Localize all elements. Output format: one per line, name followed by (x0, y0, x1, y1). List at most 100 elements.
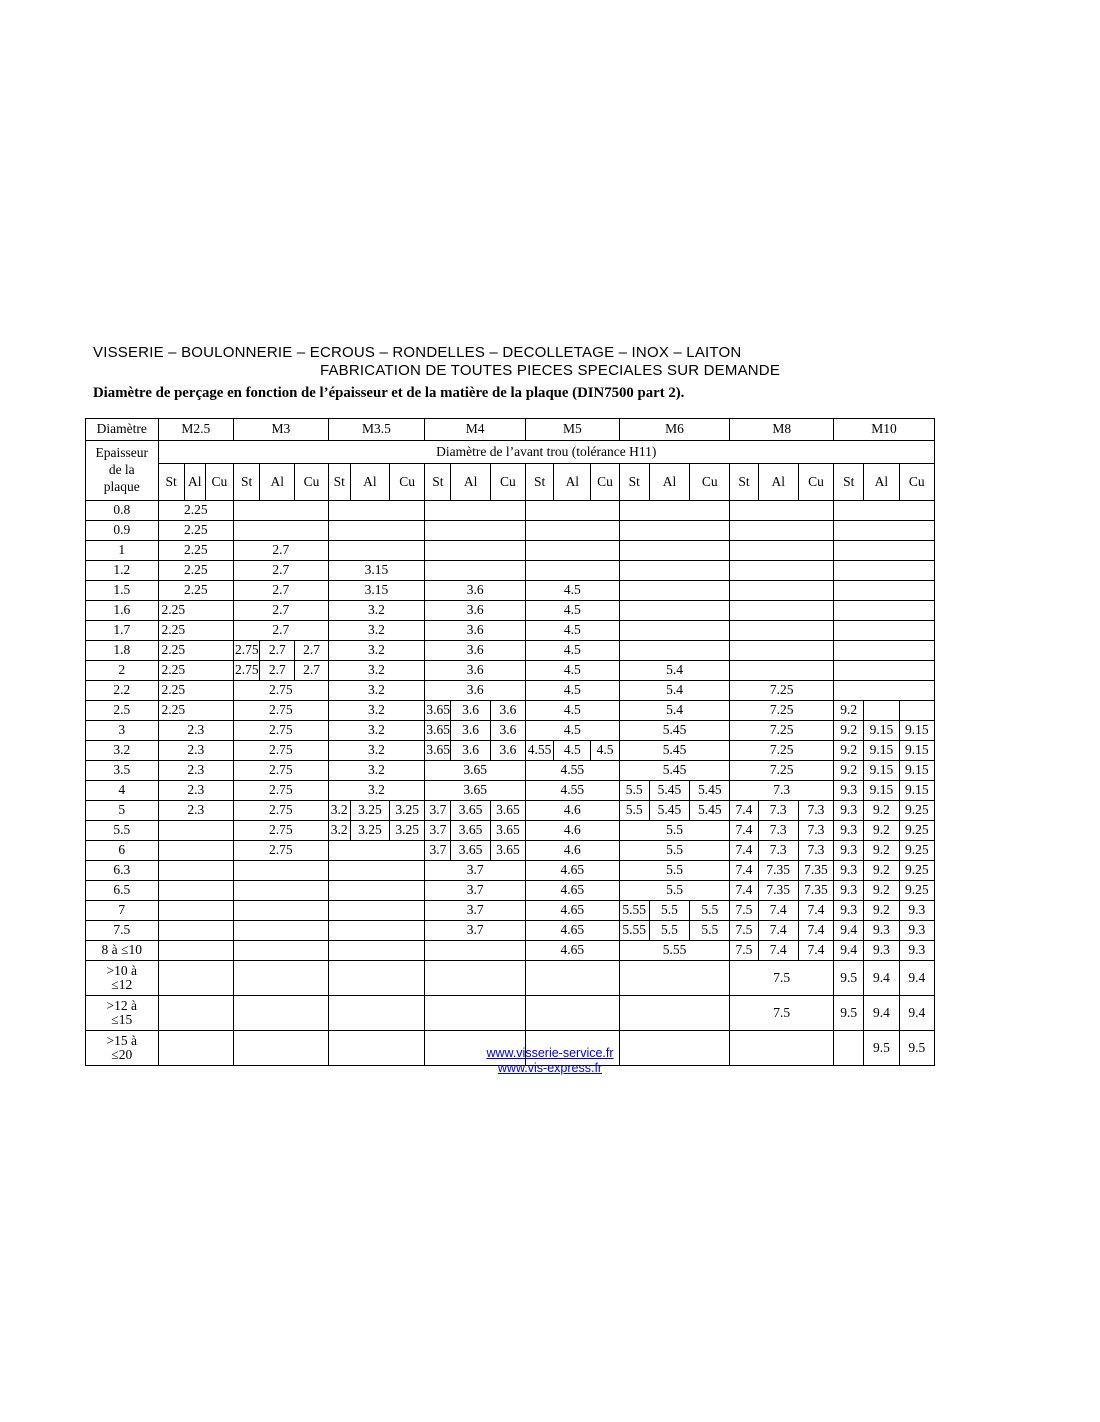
value-cell (833, 660, 935, 681)
value-cell: 7.4 (797, 900, 835, 921)
value-cell (729, 640, 835, 661)
value-cell: 4.55 (525, 760, 620, 781)
value-cell: 9.25 (898, 820, 936, 841)
value-cell (424, 560, 526, 581)
value-cell: 9.25 (898, 860, 936, 881)
value-cell: 7.35 (797, 880, 835, 901)
thickness-label-cell: 5 (85, 800, 159, 821)
value-cell: 2.7 (233, 560, 329, 581)
value-cell (898, 700, 936, 721)
link-vis-express[interactable]: www.vis-express.fr (497, 1061, 603, 1075)
value-cell (525, 995, 620, 1031)
thickness-label-cell: 3.2 (85, 740, 159, 761)
value-cell (233, 880, 329, 901)
thickness-label-cell: 6.3 (85, 860, 159, 881)
value-cell (833, 580, 935, 601)
value-cell (233, 520, 329, 541)
value-cell: 2.25 (157, 560, 235, 581)
material-header-cell: Al (183, 463, 206, 501)
value-cell: 7.35 (757, 860, 799, 881)
value-cell: 3.25 (389, 820, 426, 841)
value-cell (729, 520, 835, 541)
group-header-cell: M8 (729, 418, 835, 441)
value-cell (618, 520, 731, 541)
thickness-label-cell: >10 à ≤12 (85, 960, 159, 996)
value-cell: 4.65 (525, 880, 620, 901)
value-cell (424, 1030, 526, 1066)
value-cell: 3.65 (489, 820, 527, 841)
value-cell: 2.3 (157, 740, 235, 761)
thickness-label-cell: 1.5 (85, 580, 159, 601)
value-cell: 9.25 (898, 840, 936, 861)
value-cell: 9.2 (863, 880, 900, 901)
value-cell: 5.5 (618, 880, 731, 901)
value-cell (157, 860, 235, 881)
value-cell (833, 540, 935, 561)
value-cell: 7.4 (729, 840, 759, 861)
value-cell: 2.25 (157, 520, 235, 541)
group-header-cell: M10 (833, 418, 935, 441)
value-cell: 9.3 (833, 780, 865, 801)
value-cell (157, 960, 235, 996)
thickness-label-cell: 1.6 (85, 600, 159, 621)
value-cell: 2.75 (233, 720, 329, 741)
value-cell (424, 540, 526, 561)
value-cell: 7.35 (797, 860, 835, 881)
value-cell (157, 940, 235, 961)
value-cell: 9.5 (863, 1030, 900, 1066)
value-cell: 9.3 (833, 840, 865, 861)
value-cell: 3.7 (424, 900, 526, 921)
material-header-cell: St (327, 463, 351, 501)
value-cell: 7.25 (729, 720, 835, 741)
value-cell: 2.25 (157, 660, 235, 681)
value-cell (833, 620, 935, 641)
material-header-cell: Cu (389, 463, 426, 501)
value-cell: 4.65 (525, 900, 620, 921)
value-cell: 7.4 (729, 860, 759, 881)
value-cell: 7.3 (797, 840, 835, 861)
value-cell: 9.15 (863, 740, 900, 761)
material-header-cell: Al (757, 463, 799, 501)
value-cell: 3.7 (424, 860, 526, 881)
value-cell: 4.55 (525, 780, 620, 801)
value-cell: 9.15 (863, 780, 900, 801)
value-cell: 9.15 (898, 720, 936, 741)
value-cell: 3.2 (327, 740, 426, 761)
value-cell: 5.45 (648, 800, 691, 821)
value-cell: 7.4 (729, 800, 759, 821)
link-visserie-service[interactable]: www.visserie-service.fr (486, 1046, 614, 1060)
value-cell: 9.4 (863, 960, 900, 996)
material-header-cell: St (157, 463, 185, 501)
group-header-cell: M5 (525, 418, 620, 441)
value-cell: 2.25 (157, 700, 235, 721)
value-cell: 3.2 (327, 620, 426, 641)
value-cell: 7.25 (729, 700, 835, 721)
value-cell (327, 860, 426, 881)
value-cell: 4.5 (590, 740, 620, 761)
value-cell: 4.65 (525, 860, 620, 881)
value-cell (424, 940, 526, 961)
value-cell: 3.25 (389, 800, 426, 821)
material-header-cell: Al (349, 463, 391, 501)
value-cell: 9.3 (833, 880, 865, 901)
value-cell: 9.5 (833, 995, 865, 1031)
material-header-cell: St (524, 463, 555, 501)
value-cell: 3.2 (327, 760, 426, 781)
value-cell: 5.55 (618, 940, 731, 961)
value-cell: 2.75 (233, 680, 329, 701)
value-cell: 2.75 (233, 780, 329, 801)
value-cell: 2.25 (157, 620, 235, 641)
material-header-cell: Cu (590, 463, 620, 501)
value-cell (327, 940, 426, 961)
value-cell (618, 640, 731, 661)
value-cell (833, 560, 935, 581)
value-cell (833, 680, 935, 701)
thickness-label-cell: 5.5 (85, 820, 159, 841)
thickness-label-cell: 2.5 (85, 700, 159, 721)
value-cell (729, 560, 835, 581)
value-cell: 3.7 (424, 840, 452, 861)
value-cell: 2.75 (233, 700, 329, 721)
value-cell: 5.5 (648, 900, 691, 921)
value-cell: 3.6 (489, 700, 527, 721)
value-cell (327, 995, 426, 1031)
